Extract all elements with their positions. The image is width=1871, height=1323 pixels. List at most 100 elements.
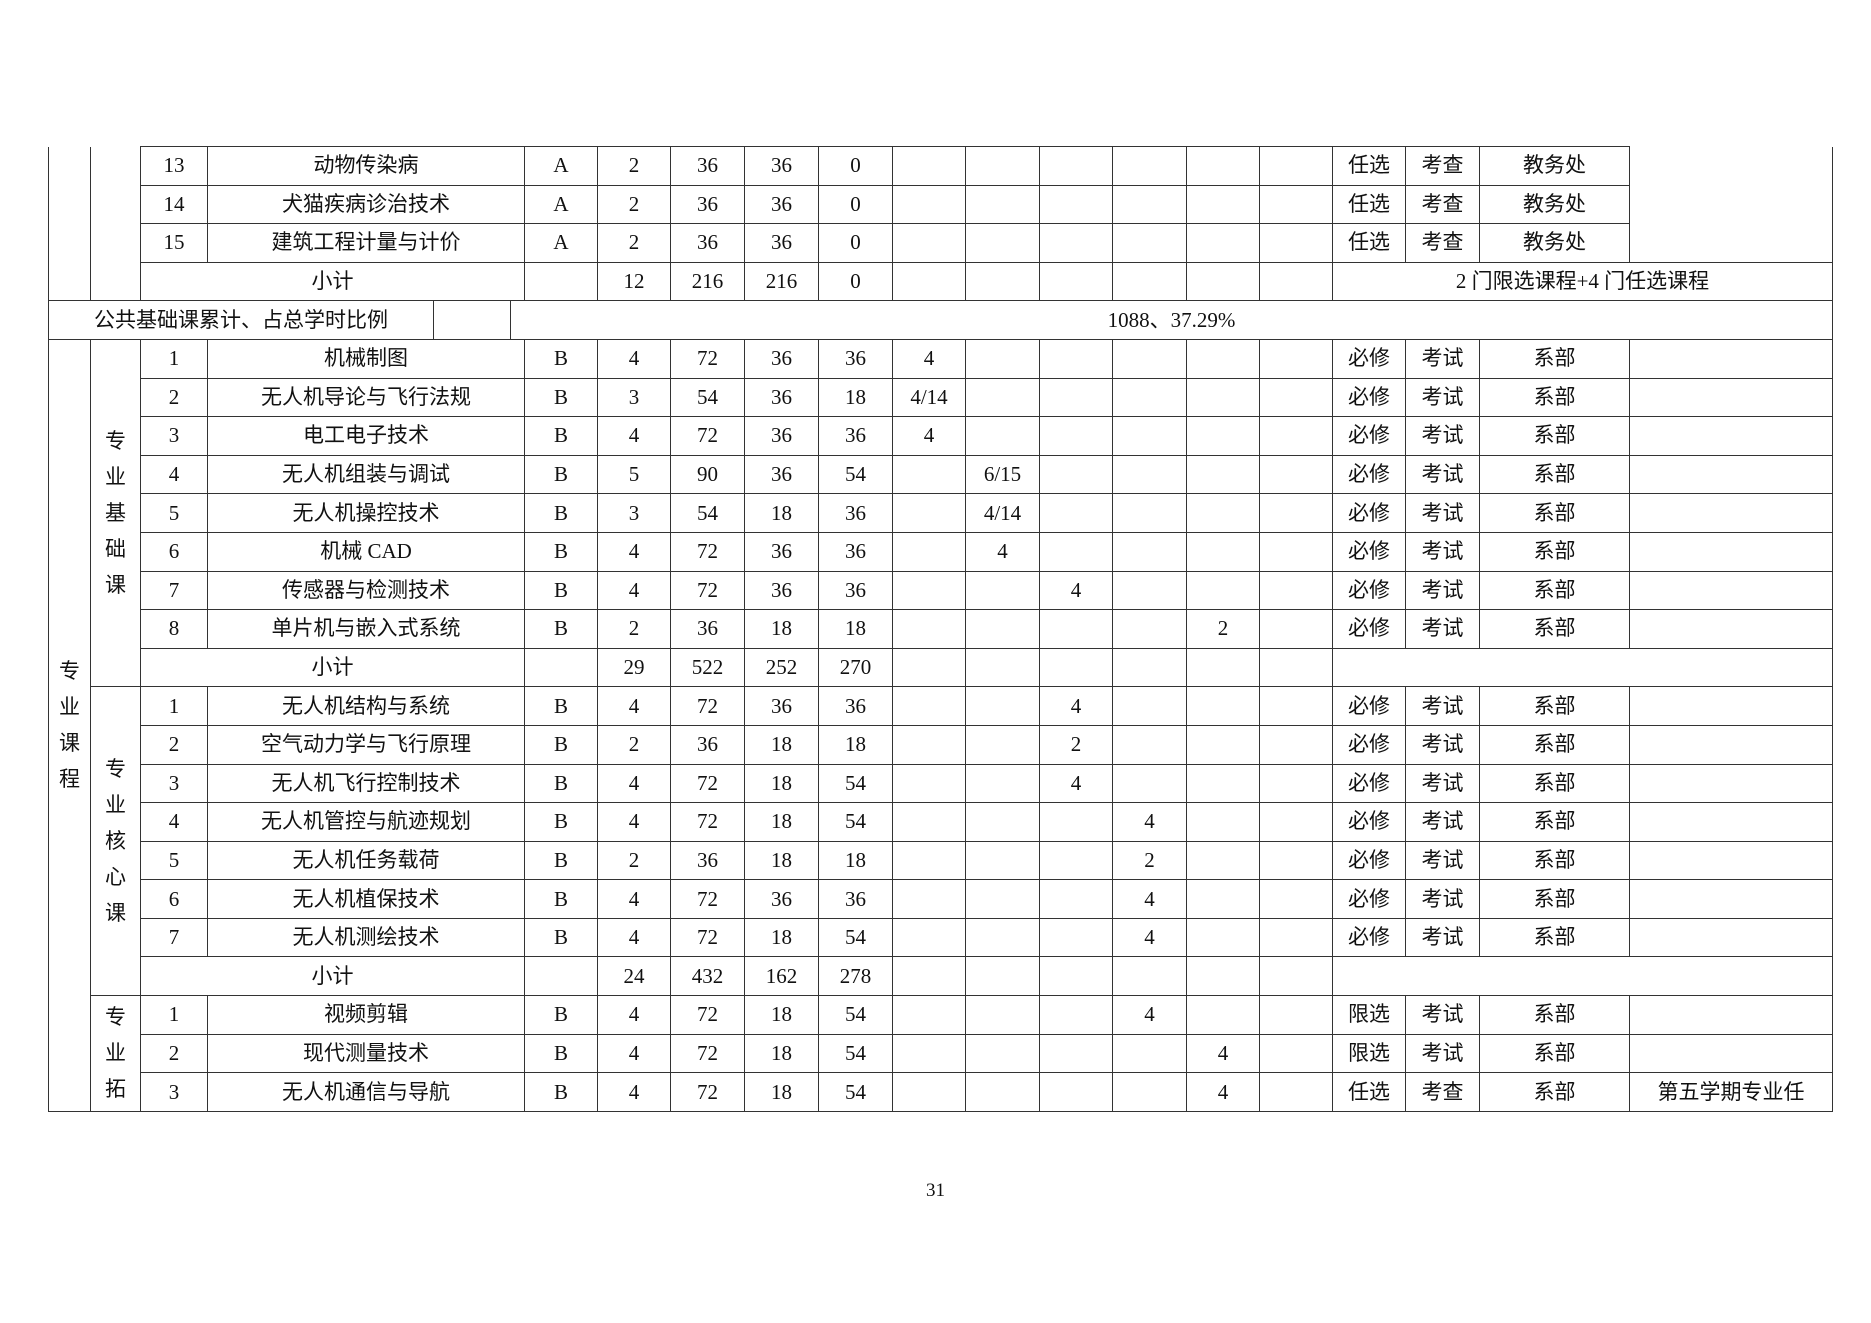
subtotal-theory: 252 — [744, 647, 819, 688]
credits: 4 — [597, 1072, 671, 1112]
course-type: B — [524, 724, 598, 765]
course-number: 1 — [140, 338, 208, 379]
subtotal-row: 小计 29 522 252 270 — [49, 647, 1833, 688]
credits: 5 — [597, 454, 671, 495]
subtotal-row: 小计 24 432 162 278 — [49, 956, 1833, 997]
category-cell — [48, 146, 91, 302]
public-total-value: 1088、37.29% — [1107, 307, 1236, 332]
semester-1-hours — [892, 1033, 966, 1074]
semester-5-hours: 4 — [1186, 1033, 1260, 1074]
semester-3-hours: 4 — [1039, 763, 1113, 804]
theory-hours: 36 — [744, 686, 819, 726]
total-hours: 54 — [670, 493, 745, 533]
credits: 4 — [597, 531, 671, 572]
semester-6-hours — [1259, 1072, 1333, 1112]
semester-4-hours — [1112, 377, 1187, 418]
theory-hours: 36 — [744, 377, 819, 418]
practice-hours: 18 — [818, 377, 893, 418]
semester-2-hours: 4/14 — [965, 493, 1040, 533]
course-type: B — [524, 995, 598, 1035]
department: 系部 — [1479, 338, 1630, 379]
semester-2-hours — [965, 840, 1040, 881]
credits: 3 — [597, 377, 671, 418]
semester-6-hours — [1259, 917, 1333, 958]
semester-5-hours: 2 — [1186, 609, 1260, 649]
course-nature: 必修 — [1332, 377, 1406, 418]
subtotal-practice: 270 — [818, 647, 893, 688]
table-row: 2 现代测量技术 B 4 72 18 54 4 限选 考试 系部 — [49, 1033, 1833, 1074]
semester-2-hours: 4 — [965, 531, 1040, 572]
semester-4-hours: 2 — [1112, 840, 1187, 881]
course-nature: 任选 — [1332, 146, 1406, 186]
course-nature: 必修 — [1332, 763, 1406, 804]
table-row: 15 建筑工程计量与计价 A 2 36 36 0 任选 考查 教务处 — [49, 223, 1833, 263]
table-row: 6 无人机植保技术 B 4 72 36 36 4 必修 考试 系部 — [49, 879, 1833, 919]
course-type: B — [524, 917, 598, 958]
course-number: 1 — [140, 686, 208, 726]
public-total-cell: 公共基础课累计、占总学时比例 1088、37.29% — [48, 300, 1833, 340]
semester-6-hours — [1259, 879, 1333, 919]
semester-3-hours — [1039, 879, 1113, 919]
assessment-method: 考查 — [1405, 223, 1480, 263]
category-professional-label: 专业课程 — [58, 659, 80, 792]
table-row: 4 无人机组装与调试 B 5 90 36 54 6/15 必修 考试 系部 — [49, 454, 1833, 495]
theory-hours: 18 — [744, 917, 819, 958]
semester-1-hours — [892, 763, 966, 804]
credits: 4 — [597, 917, 671, 958]
semester-3-hours: 4 — [1039, 686, 1113, 726]
total-hours: 72 — [670, 338, 745, 379]
semester-3-hours — [1039, 802, 1113, 842]
total-hours: 54 — [670, 377, 745, 418]
semester-4-hours — [1112, 1072, 1187, 1112]
course-nature: 限选 — [1332, 1033, 1406, 1074]
table-row: 5 无人机任务载荷 B 2 36 18 18 2 必修 考试 系部 — [49, 840, 1833, 881]
semester-3-hours — [1039, 840, 1113, 881]
assessment-method: 考试 — [1405, 763, 1480, 804]
theory-hours: 18 — [744, 840, 819, 881]
semester-cell — [892, 956, 966, 997]
subcategory-1-label: 专业核心课 — [104, 757, 126, 926]
course-type: B — [524, 1033, 598, 1074]
table-row: 14 犬猫疾病诊治技术 A 2 36 36 0 任选 考查 教务处 — [49, 184, 1833, 225]
semester-3-hours — [1039, 609, 1113, 649]
remark — [1629, 879, 1833, 919]
semester-5-hours — [1186, 840, 1260, 881]
remark — [1629, 724, 1833, 765]
course-type: B — [524, 454, 598, 495]
course-number: 14 — [140, 184, 208, 225]
practice-hours: 54 — [818, 1033, 893, 1074]
course-name: 无人机导论与飞行法规 — [207, 377, 525, 418]
public-total-label: 公共基础课累计、占总学时比例 — [49, 301, 434, 339]
semester-3-hours — [1039, 184, 1113, 225]
semester-cell — [1112, 261, 1187, 302]
semester-5-hours — [1186, 570, 1260, 611]
semester-2-hours — [965, 879, 1040, 919]
subtotal-credits: 12 — [597, 261, 671, 302]
department: 系部 — [1479, 1033, 1630, 1074]
semester-4-hours — [1112, 146, 1187, 186]
remark — [1629, 531, 1833, 572]
theory-hours: 36 — [744, 531, 819, 572]
semester-4-hours — [1112, 724, 1187, 765]
total-hours: 72 — [670, 570, 745, 611]
remark — [1629, 840, 1833, 881]
remark — [1629, 995, 1833, 1035]
practice-hours: 36 — [818, 493, 893, 533]
credits: 4 — [597, 802, 671, 842]
course-nature: 任选 — [1332, 223, 1406, 263]
semester-2-hours — [965, 223, 1040, 263]
semester-1-hours — [892, 570, 966, 611]
table-row: 8 单片机与嵌入式系统 B 2 36 18 18 2 必修 考试 系部 — [49, 609, 1833, 649]
total-hours: 36 — [670, 840, 745, 881]
semester-1-hours — [892, 840, 966, 881]
semester-6-hours — [1259, 531, 1333, 572]
semester-2-hours — [965, 1072, 1040, 1112]
total-hours: 72 — [670, 1033, 745, 1074]
semester-1-hours: 4 — [892, 416, 966, 456]
semester-5-hours — [1186, 802, 1260, 842]
semester-5-hours — [1186, 146, 1260, 186]
category-professional: 专业课程 — [48, 338, 91, 1112]
subcategory-2: 专业拓 — [90, 995, 141, 1112]
assessment-method: 考查 — [1405, 184, 1480, 225]
course-type: A — [524, 146, 598, 186]
